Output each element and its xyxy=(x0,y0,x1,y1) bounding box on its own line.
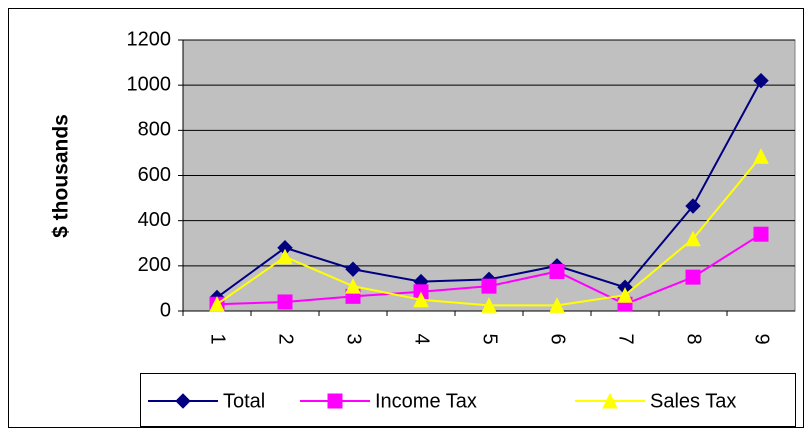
marker xyxy=(617,287,633,303)
legend-label: Sales Tax xyxy=(650,390,736,412)
x-tick-label: 1 xyxy=(207,333,229,344)
marker xyxy=(277,294,293,310)
marker xyxy=(602,392,618,409)
marker xyxy=(175,393,191,409)
y-tick-label: 0 xyxy=(160,299,171,321)
y-tick-label: 200 xyxy=(138,254,171,276)
y-tick-label: 1000 xyxy=(127,73,172,95)
marker xyxy=(481,278,497,294)
legend xyxy=(140,373,796,427)
legend-label: Income Tax xyxy=(375,390,477,412)
y-tick-label: 1200 xyxy=(127,28,172,50)
marker xyxy=(413,291,429,308)
marker xyxy=(327,393,343,409)
marker xyxy=(685,198,701,214)
x-tick-label: 9 xyxy=(751,333,773,344)
x-tick-label: 2 xyxy=(275,333,297,344)
marker xyxy=(685,269,701,285)
marker xyxy=(345,261,361,277)
marker xyxy=(209,296,225,312)
y-axis-label: $ thousands xyxy=(50,114,73,238)
marker xyxy=(549,297,565,313)
marker xyxy=(345,278,361,294)
marker xyxy=(481,297,497,313)
marker xyxy=(277,248,293,265)
y-tick-label: 400 xyxy=(138,209,171,231)
marker xyxy=(685,230,701,247)
marker xyxy=(549,263,565,279)
x-tick-label: 5 xyxy=(479,333,501,344)
x-tick-label: 6 xyxy=(547,333,569,344)
x-tick-label: 8 xyxy=(683,333,705,344)
legend-label: Total xyxy=(223,390,265,412)
y-tick-label: 600 xyxy=(138,164,171,186)
marker xyxy=(753,148,769,164)
x-tick-label: 3 xyxy=(343,333,365,344)
marker xyxy=(753,72,769,89)
x-tick-label: 7 xyxy=(615,333,637,344)
y-tick-label: 800 xyxy=(138,119,171,141)
x-tick-label: 4 xyxy=(411,333,433,344)
marker xyxy=(753,226,769,242)
